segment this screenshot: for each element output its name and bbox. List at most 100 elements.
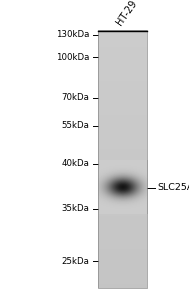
Bar: [98, 82, 147, 83]
Bar: [98, 220, 147, 221]
Bar: [98, 160, 147, 161]
Bar: [98, 229, 147, 230]
Bar: [98, 101, 147, 102]
Bar: [98, 170, 147, 171]
Bar: [98, 232, 147, 233]
Bar: [98, 169, 147, 170]
Bar: [98, 63, 147, 64]
Bar: [98, 118, 147, 119]
Bar: [98, 162, 147, 163]
Bar: [98, 261, 147, 262]
Bar: [98, 277, 147, 278]
Bar: [98, 227, 147, 228]
Text: 35kDa: 35kDa: [62, 204, 90, 213]
Bar: [98, 46, 147, 47]
Bar: [98, 238, 147, 239]
Bar: [98, 66, 147, 67]
Bar: [98, 40, 147, 41]
Bar: [98, 157, 147, 158]
Bar: [98, 209, 147, 210]
Bar: [98, 192, 147, 193]
Bar: [98, 219, 147, 220]
Bar: [98, 285, 147, 286]
Bar: [98, 81, 147, 82]
Bar: [98, 270, 147, 271]
Bar: [98, 224, 147, 225]
Bar: [98, 115, 147, 116]
Bar: [98, 137, 147, 139]
Bar: [98, 148, 147, 149]
Bar: [98, 257, 147, 258]
Bar: [98, 134, 147, 135]
Bar: [98, 32, 147, 33]
Bar: [98, 239, 147, 240]
Bar: [98, 211, 147, 212]
Bar: [98, 73, 147, 74]
Bar: [98, 97, 147, 98]
Bar: [98, 149, 147, 151]
Bar: [98, 249, 147, 250]
Bar: [98, 136, 147, 137]
Bar: [98, 189, 147, 190]
Bar: [98, 174, 147, 175]
Bar: [98, 155, 147, 156]
Bar: [98, 175, 147, 176]
Bar: [98, 213, 147, 214]
Text: 55kDa: 55kDa: [62, 122, 90, 130]
Bar: [98, 61, 147, 62]
Bar: [98, 185, 147, 186]
Bar: [98, 254, 147, 255]
Bar: [98, 127, 147, 128]
Bar: [98, 266, 147, 267]
Bar: [98, 76, 147, 77]
Bar: [98, 113, 147, 114]
Bar: [98, 175, 147, 176]
Bar: [98, 35, 147, 36]
Bar: [98, 163, 147, 164]
Bar: [98, 139, 147, 140]
Bar: [98, 83, 147, 84]
Bar: [98, 176, 147, 177]
Bar: [98, 87, 147, 88]
Bar: [98, 120, 147, 121]
Bar: [98, 250, 147, 251]
Bar: [98, 187, 147, 188]
Bar: [98, 100, 147, 101]
Bar: [98, 68, 147, 69]
Bar: [98, 126, 147, 127]
Bar: [98, 105, 147, 106]
Bar: [98, 214, 147, 215]
Bar: [98, 183, 147, 184]
Bar: [98, 89, 147, 90]
Bar: [98, 206, 147, 207]
Bar: [98, 64, 147, 65]
Bar: [98, 254, 147, 255]
Bar: [98, 245, 147, 246]
Bar: [98, 235, 147, 236]
Bar: [98, 246, 147, 247]
Bar: [98, 152, 147, 153]
Bar: [98, 194, 147, 195]
Bar: [98, 260, 147, 261]
Bar: [98, 80, 147, 81]
Bar: [98, 149, 147, 150]
Bar: [98, 264, 147, 265]
Bar: [98, 156, 147, 157]
Bar: [98, 188, 147, 189]
Bar: [98, 85, 147, 86]
Bar: [98, 48, 147, 49]
Bar: [98, 190, 147, 191]
Bar: [98, 265, 147, 266]
Bar: [98, 71, 147, 72]
Bar: [98, 102, 147, 103]
Bar: [98, 72, 147, 73]
Bar: [98, 200, 147, 201]
Bar: [98, 124, 147, 126]
Bar: [98, 196, 147, 197]
Bar: [98, 240, 147, 241]
Bar: [98, 247, 147, 248]
Text: HT-29: HT-29: [115, 0, 139, 27]
Bar: [98, 59, 147, 60]
Bar: [98, 253, 147, 254]
Bar: [98, 62, 147, 63]
